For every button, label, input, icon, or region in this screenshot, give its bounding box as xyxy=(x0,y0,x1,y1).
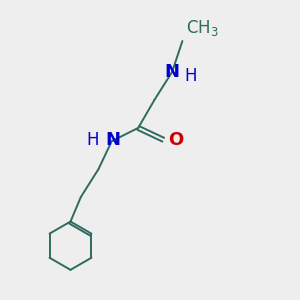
Text: CH$_3$: CH$_3$ xyxy=(186,18,219,38)
Text: H: H xyxy=(87,131,99,149)
Text: H: H xyxy=(184,67,197,85)
Text: N: N xyxy=(165,63,180,81)
Text: O: O xyxy=(169,131,184,149)
Text: N: N xyxy=(106,131,121,149)
